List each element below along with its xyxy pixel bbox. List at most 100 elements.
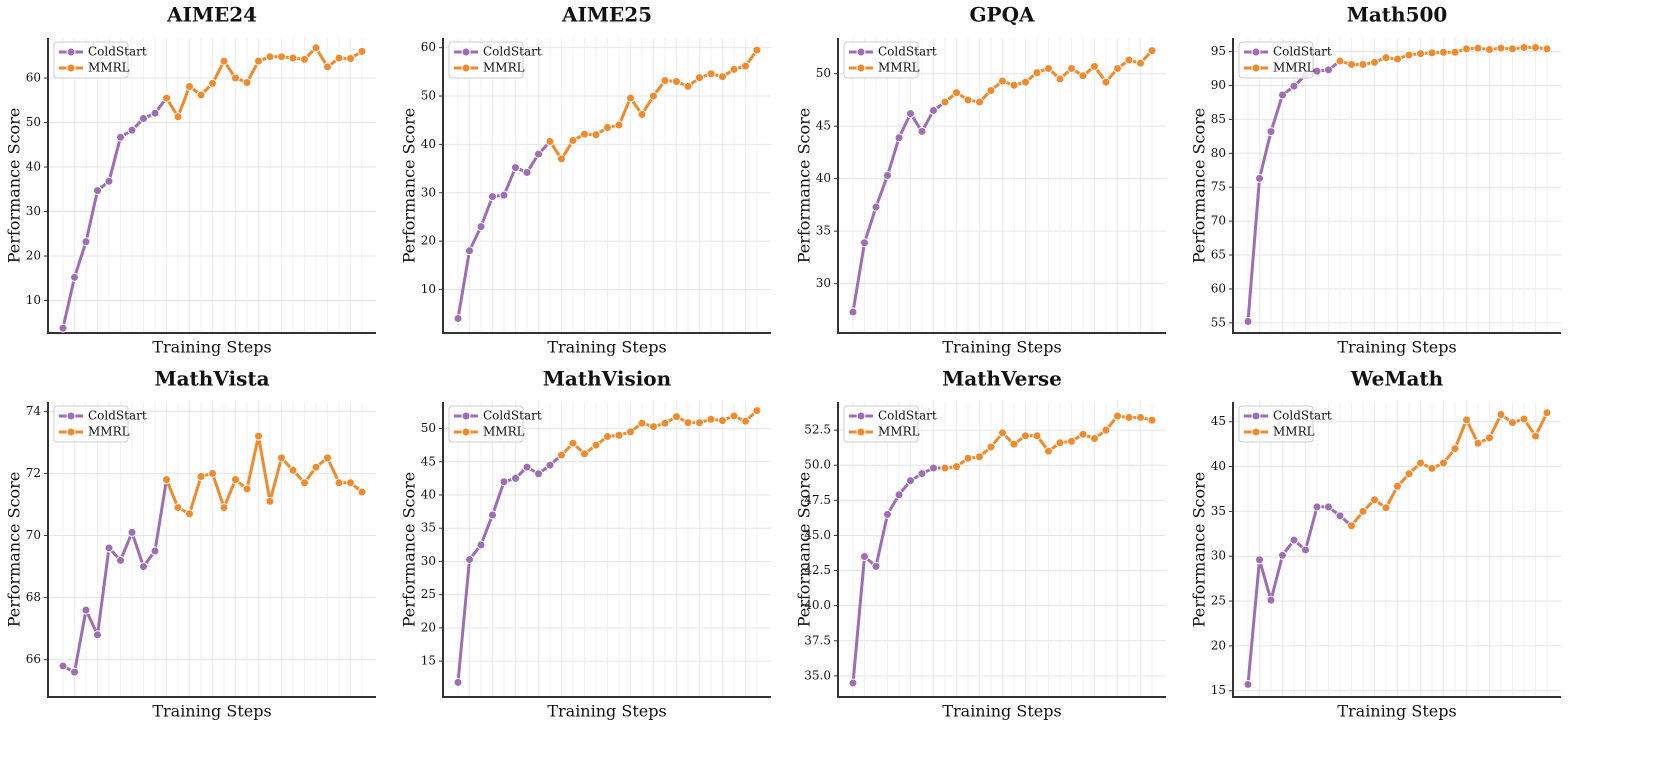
data-point <box>1439 47 1448 57</box>
data-point <box>718 416 727 426</box>
data-point <box>1044 446 1053 456</box>
legend-label: MMRL <box>1273 425 1315 439</box>
data-point <box>752 45 762 55</box>
data-point <box>1021 431 1030 441</box>
y-tick-label: 30 <box>421 554 436 568</box>
y-tick-label: 45 <box>421 454 436 468</box>
x-axis-label: Training Steps <box>1337 338 1456 357</box>
data-point <box>649 422 658 432</box>
data-point <box>231 475 240 485</box>
legend-label: ColdStart <box>88 45 147 59</box>
data-point <box>545 136 555 146</box>
data-point <box>1393 481 1402 491</box>
data-point <box>568 438 578 448</box>
data-point <box>522 167 532 177</box>
data-point <box>139 114 148 124</box>
data-point <box>254 431 263 441</box>
data-point <box>323 62 332 72</box>
data-point <box>729 411 739 421</box>
legend-label: ColdStart <box>483 409 542 423</box>
data-point <box>1055 74 1065 84</box>
data-point <box>952 88 961 98</box>
data-point <box>465 246 474 256</box>
y-tick-label: 30 <box>816 276 831 290</box>
legend-label: ColdStart <box>1273 409 1332 423</box>
data-point <box>1496 410 1506 420</box>
legend-label: MMRL <box>1273 61 1315 75</box>
data-point <box>860 552 869 562</box>
data-point <box>511 163 520 173</box>
data-point <box>1266 595 1276 605</box>
y-tick-label: 60 <box>1211 281 1226 295</box>
legend-marker <box>856 427 866 437</box>
y-tick-label: 66 <box>26 652 41 666</box>
data-point <box>1078 71 1088 81</box>
y-tick-label: 40.0 <box>804 598 831 612</box>
data-point <box>1278 550 1287 560</box>
y-tick-label: 40 <box>26 160 41 174</box>
data-point <box>116 555 125 565</box>
y-tick-label: 60 <box>26 71 41 85</box>
data-point <box>1147 46 1157 56</box>
data-point <box>499 477 509 487</box>
data-point <box>975 97 984 107</box>
y-tick-label: 74 <box>26 404 42 418</box>
legend-marker <box>461 427 471 437</box>
data-point <box>1255 555 1264 565</box>
data-point <box>357 487 367 497</box>
data-point <box>357 46 367 56</box>
x-axis-label: Training Steps <box>152 702 271 721</box>
data-point <box>1393 54 1402 64</box>
data-point <box>219 503 229 513</box>
y-tick-label: 42.5 <box>804 563 831 577</box>
data-point <box>1347 521 1356 531</box>
y-tick-label: 40 <box>421 488 436 502</box>
data-point <box>104 176 114 186</box>
data-point <box>591 130 601 140</box>
data-point <box>580 449 589 459</box>
data-point <box>1136 58 1145 68</box>
data-point <box>986 85 996 95</box>
y-tick-label: 85 <box>1211 112 1226 126</box>
data-point <box>1508 44 1517 54</box>
data-point <box>1090 434 1099 444</box>
data-point <box>649 91 658 101</box>
data-point <box>706 69 716 79</box>
y-tick-label: 70 <box>26 528 41 542</box>
data-point <box>185 509 194 519</box>
data-point <box>453 677 463 687</box>
data-point <box>871 561 881 571</box>
chart-title: AIME25 <box>561 3 652 27</box>
subplot: 30 35 40 45 50 GPQA Training Steps Performance … <box>795 3 1166 357</box>
data-point <box>465 554 474 564</box>
data-point <box>963 95 973 105</box>
y-tick-label: 52.5 <box>804 423 831 437</box>
data-point <box>1055 438 1065 448</box>
chart-title: WeMath <box>1350 367 1444 391</box>
data-point <box>488 192 497 202</box>
data-point <box>58 661 68 671</box>
y-axis-label: Performance Score <box>5 108 24 264</box>
data-point <box>1427 463 1437 473</box>
series-line <box>560 409 759 457</box>
y-tick-label: 25 <box>421 587 436 601</box>
y-tick-label: 30 <box>1211 549 1226 563</box>
data-point <box>1101 77 1111 87</box>
data-point <box>1473 438 1483 448</box>
data-point <box>729 64 739 74</box>
y-tick-label: 40 <box>421 137 436 151</box>
data-point <box>70 272 79 282</box>
data-point <box>557 450 566 460</box>
data-point <box>1358 59 1368 69</box>
data-point <box>1542 408 1552 418</box>
data-point <box>1542 44 1552 54</box>
chart-title: MathVision <box>543 367 672 391</box>
legend-marker <box>461 47 471 57</box>
data-point <box>288 53 298 63</box>
legend-marker <box>66 427 76 437</box>
data-point <box>695 418 704 428</box>
data-point <box>1496 43 1506 53</box>
x-axis-label: Training Steps <box>547 702 666 721</box>
data-point <box>614 430 624 440</box>
data-point <box>672 77 681 87</box>
